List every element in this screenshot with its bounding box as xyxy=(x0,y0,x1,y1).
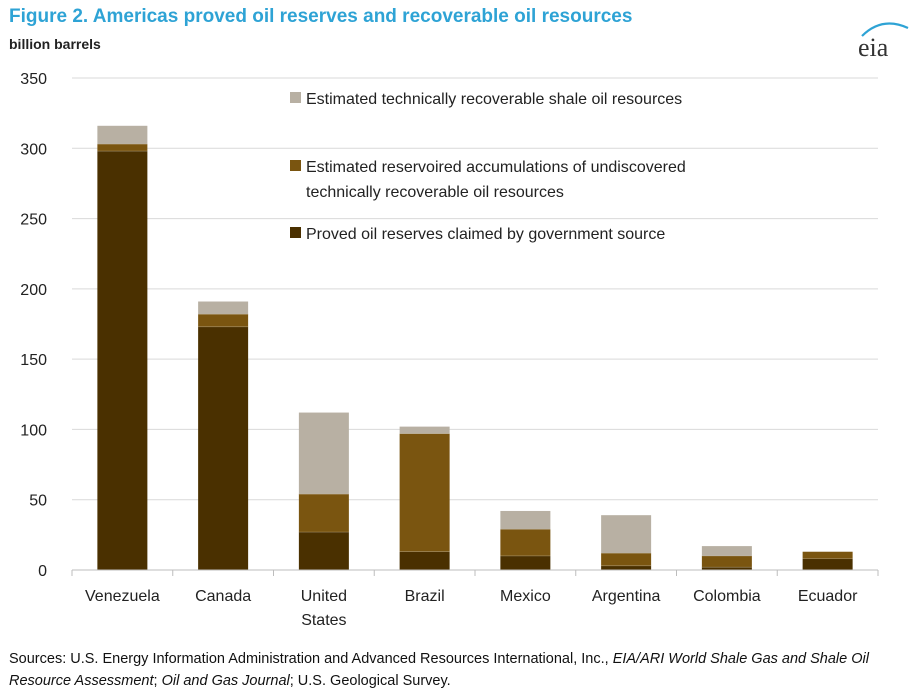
eia-logo: eia xyxy=(858,22,909,62)
x-category-label: Mexico xyxy=(500,588,551,605)
x-category-label: Ecuador xyxy=(798,588,858,605)
legend: Estimated technically recoverable shale … xyxy=(290,91,686,243)
y-tick-label: 0 xyxy=(38,563,47,580)
bar-segment xyxy=(802,551,853,559)
bar-segment xyxy=(500,529,551,556)
y-tick-label: 50 xyxy=(29,493,47,510)
bar-segment xyxy=(601,553,652,566)
bars xyxy=(97,125,853,570)
bar-segment xyxy=(601,515,652,554)
bar-segment xyxy=(399,551,450,570)
y-axis-unit-label: billion barrels xyxy=(9,36,101,52)
x-category-label: Brazil xyxy=(405,588,445,605)
y-tick-label: 250 xyxy=(20,212,47,229)
bar-segment xyxy=(298,412,349,495)
bar-segment xyxy=(298,532,349,570)
x-category-label: Colombia xyxy=(693,588,761,605)
legend-label: Proved oil reserves claimed by governmen… xyxy=(306,226,665,243)
x-category-label: States xyxy=(301,612,346,629)
chart-title: Figure 2. Americas proved oil reserves a… xyxy=(9,6,633,27)
bar-segment xyxy=(97,144,148,152)
legend-label: technically recoverable oil resources xyxy=(306,184,564,201)
logo-text: eia xyxy=(858,33,889,62)
y-tick-label: 300 xyxy=(20,141,47,158)
y-tick-label: 200 xyxy=(20,282,47,299)
legend-swatch xyxy=(290,227,301,238)
y-axis: 0 50 100 150 200 250 300 350 xyxy=(20,71,47,580)
source-text-suffix: ; U.S. Geological Survey. xyxy=(289,673,451,689)
source-text-prefix: Sources: U.S. Energy Information Adminis… xyxy=(9,651,613,667)
bar-segment xyxy=(399,426,450,434)
bar-segment xyxy=(701,546,752,556)
bar-segment xyxy=(97,125,148,145)
y-tick-label: 350 xyxy=(20,71,47,88)
bar-segment xyxy=(298,494,349,533)
bar-segment xyxy=(701,567,752,570)
sources-note: Sources: U.S. Energy Information Adminis… xyxy=(9,648,914,692)
bar-segment xyxy=(198,301,249,315)
bar-segment xyxy=(198,326,249,570)
stacked-bar-chart: 0 50 100 150 200 250 300 350 Venezuela Canada Uni… xyxy=(20,71,879,629)
bar-segment xyxy=(701,555,752,568)
source-separator-1: ; xyxy=(153,673,162,689)
bar-segment xyxy=(500,555,551,570)
y-tick-label: 100 xyxy=(20,422,47,439)
x-category-label: Canada xyxy=(195,588,251,605)
bar-segment xyxy=(802,558,853,570)
source-journal: Oil and Gas Journal xyxy=(161,673,290,689)
legend-swatch xyxy=(290,92,301,103)
source-report-title: EIA/ARI World Shale Gas and Shale Oil Re… xyxy=(9,651,869,689)
x-axis: Venezuela Canada United States Brazil Mexico A… xyxy=(71,569,879,629)
bar-segment xyxy=(500,510,551,530)
gridlines xyxy=(72,77,878,501)
bar-segment xyxy=(97,151,148,570)
y-tick-label: 150 xyxy=(20,352,47,369)
legend-label: Estimated reservoired accumulations of u… xyxy=(306,159,686,176)
x-category-label: Argentina xyxy=(592,588,661,605)
x-category-label: United xyxy=(301,588,347,605)
bar-segment xyxy=(601,565,652,570)
legend-swatch xyxy=(290,160,301,171)
bar-segment xyxy=(399,433,450,552)
bar-segment xyxy=(198,314,249,327)
legend-label: Estimated technically recoverable shale … xyxy=(306,91,682,108)
x-category-label: Venezuela xyxy=(85,588,160,605)
